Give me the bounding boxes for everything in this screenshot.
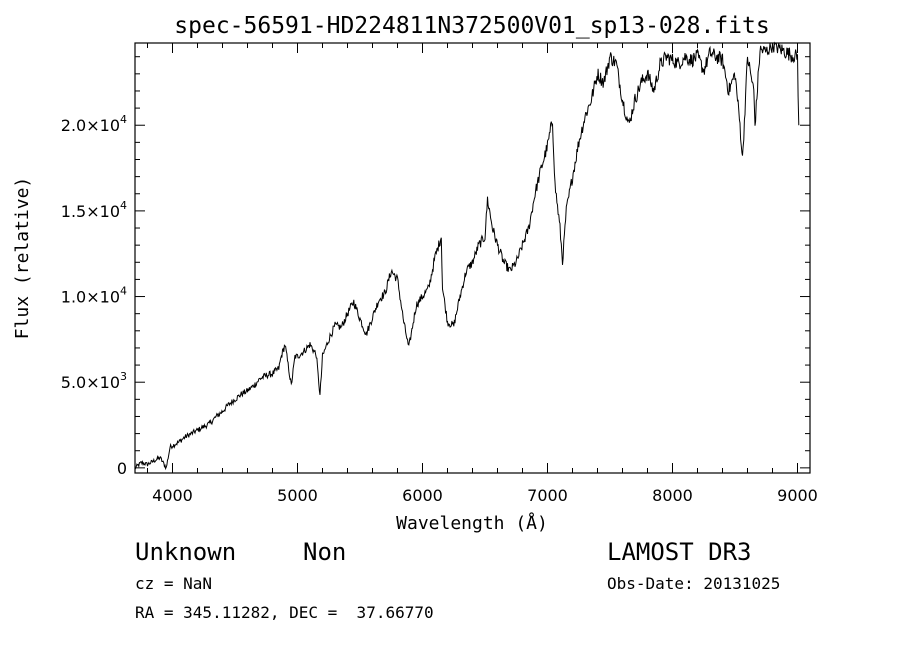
x-tick-label: 4000	[152, 486, 193, 505]
object-class: Unknown	[135, 538, 237, 566]
obs-date: Obs-Date: 20131025	[607, 574, 781, 593]
x-tick-label: 7000	[527, 486, 568, 505]
x-tick-label: 9000	[777, 486, 818, 505]
x-tick-label: 8000	[652, 486, 693, 505]
y-tick-label: 1.5×104	[61, 199, 127, 221]
x-axis-label: Wavelength (Å)	[396, 512, 548, 534]
axis-ticks: 4000 5000 6000 7000 8000 9000 0 5.0×103 1.0×104 1…	[61, 43, 818, 505]
x-tick-label: 5000	[277, 486, 318, 505]
survey-name: LAMOST DR3	[607, 538, 752, 566]
redshift-text: cz = NaN	[135, 574, 213, 593]
y-tick-label: 0	[117, 459, 127, 478]
spectrum-chart: spec-56591-HD224811N372500V01_sp13-028.f…	[12, 13, 818, 534]
x-tick-label: 6000	[402, 486, 443, 505]
chart-title: spec-56591-HD224811N372500V01_sp13-028.f…	[174, 13, 769, 39]
plot-frame	[134, 42, 811, 474]
y-tick-label: 2.0×104	[61, 113, 127, 135]
coordinates: RA = 345.11282, DEC = 37.66770	[135, 603, 434, 622]
y-tick-label: 5.0×103	[61, 370, 127, 392]
y-axis-label: Flux (relative)	[12, 177, 33, 340]
spectrum-line	[134, 41, 800, 471]
y-tick-label: 1.0×104	[61, 285, 127, 307]
object-subclass: Non	[303, 538, 347, 566]
